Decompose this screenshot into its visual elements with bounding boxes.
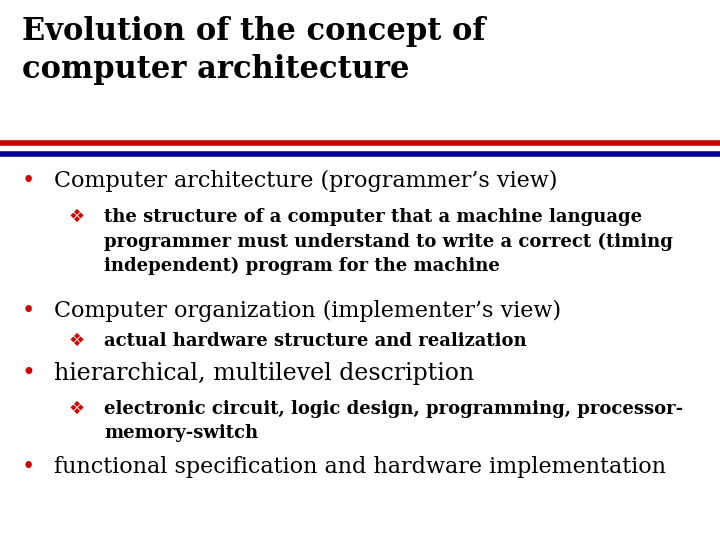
Text: Computer architecture (programmer’s view): Computer architecture (programmer’s view…: [54, 170, 557, 192]
Text: the structure of a computer that a machine language
programmer must understand t: the structure of a computer that a machi…: [104, 208, 673, 275]
Text: ❖: ❖: [68, 400, 84, 417]
Text: •: •: [22, 456, 35, 478]
Text: functional specification and hardware implementation: functional specification and hardware im…: [54, 456, 666, 478]
Text: ❖: ❖: [68, 208, 84, 226]
Text: Evolution of the concept of
computer architecture: Evolution of the concept of computer arc…: [22, 16, 485, 85]
Text: electronic circuit, logic design, programming, processor-
memory-switch: electronic circuit, logic design, progra…: [104, 400, 683, 442]
Text: Computer organization (implementer’s view): Computer organization (implementer’s vie…: [54, 300, 561, 322]
Text: hierarchical, multilevel description: hierarchical, multilevel description: [54, 362, 474, 385]
Text: •: •: [22, 362, 35, 385]
Text: actual hardware structure and realization: actual hardware structure and realizatio…: [104, 332, 527, 350]
Text: ❖: ❖: [68, 332, 84, 350]
Text: •: •: [22, 170, 35, 192]
Text: •: •: [22, 300, 35, 322]
